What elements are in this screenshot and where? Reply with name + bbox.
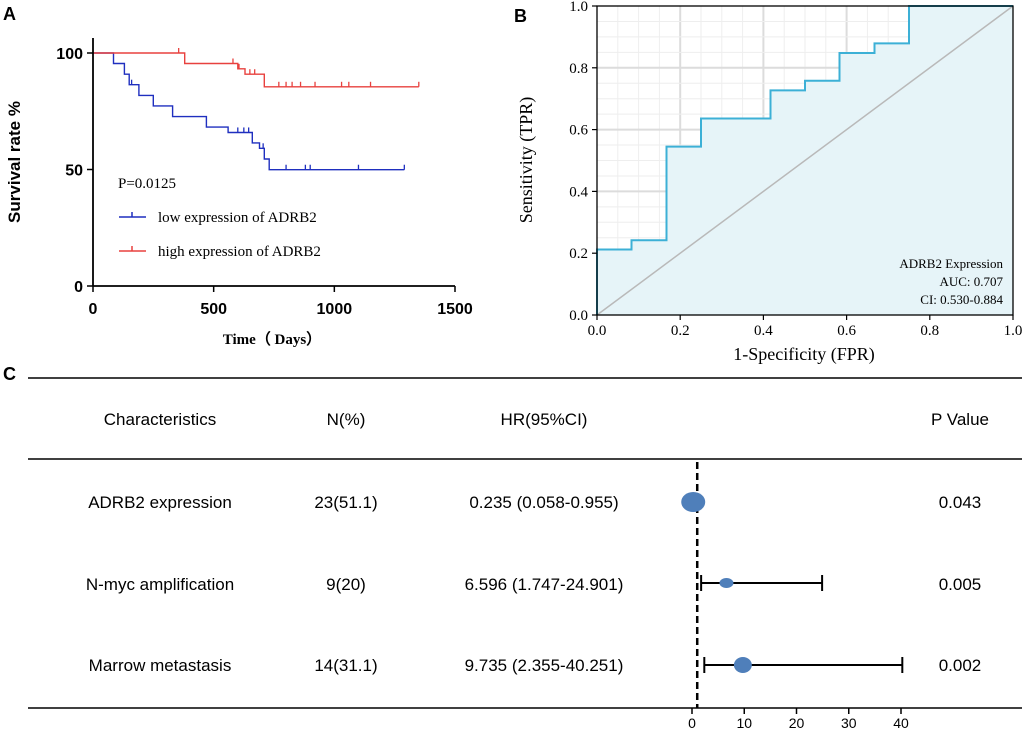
roc-x-tick-label: 1.0 [1004,323,1023,339]
forest-x-tick-label: 10 [736,715,752,731]
km-x-axis-label: Time（ Days） [223,330,321,348]
km-chart: 0 500 1000 1500 0 50 100 Time（ Days） Survival… [5,38,473,348]
roc-legend-auc: AUC: 0.707 [939,274,1003,289]
roc-series-layer [596,5,1014,316]
roc-y-tick-label: 0.2 [569,246,588,262]
km-x-tick-label: 0 [89,301,98,318]
forest-x-ticks: 0 10 20 30 40 [688,708,909,731]
km-curve-high [93,52,419,88]
km-x-tick-label: 1000 [317,301,353,318]
km-curve-low [93,52,405,171]
roc-curve [596,5,1013,315]
forest-cell-n: 23(51.1) [314,493,377,512]
km-legend-high-label: high expression of ADRB2 [158,244,321,260]
roc-legend-ci: CI: 0.530-0.884 [920,292,1003,307]
roc-frame [596,5,1014,316]
roc-x-tick-label: 0.2 [671,323,690,339]
forest-x-tick-label: 30 [841,715,857,731]
forest-cell-n: 14(31.1) [314,656,377,675]
roc-y-tick-label: 0.0 [569,308,588,324]
km-y-ticks: 0 50 100 [56,46,93,296]
roc-x-axis-label: 1-Specificity (FPR) [733,344,875,365]
roc-y-tick-label: 0.6 [569,123,588,139]
forest-header-hr: HR(95%CI) [501,410,588,429]
roc-x-tick-label: 0.6 [837,323,856,339]
forest-cell-characteristic: Marrow metastasis [89,656,232,675]
km-p-value: P=0.0125 [118,176,176,192]
forest-x-tick-label: 20 [789,715,805,731]
forest-hr-marker [719,578,734,588]
roc-legend-title: ADRB2 Expression [899,256,1003,271]
panel-label-a: A [3,4,16,24]
forest-marks-layer [681,492,904,673]
forest-plot: Characteristics N(%) HR(95%CI) P Value A… [28,377,1022,731]
roc-x-tick-label: 0.8 [920,323,939,339]
forest-header-characteristics: Characteristics [104,410,216,429]
forest-hr-marker [733,657,752,673]
forest-cell-p: 0.005 [939,575,982,594]
forest-x-tick-label: 40 [893,715,909,731]
roc-x-tick-label: 0.4 [754,323,773,339]
km-series-layer [93,48,420,171]
km-y-tick-label: 100 [56,46,83,63]
forest-cell-characteristic: ADRB2 expression [88,493,232,512]
panel-label-b: B [514,6,527,26]
km-legend-low-label: low expression of ADRB2 [158,210,317,226]
forest-cell-p: 0.002 [939,656,982,675]
km-y-tick-label: 0 [74,279,83,296]
roc-y-ticks: 0.0 0.2 0.4 0.6 0.8 1.0 [569,0,597,324]
forest-x-tick-label: 0 [688,715,696,731]
forest-cell-hr: 0.235 (0.058-0.955) [469,493,618,512]
forest-cell-hr: 9.735 (2.355-40.251) [465,656,624,675]
km-x-ticks: 0 500 1000 1500 [89,286,473,318]
km-x-tick-label: 1500 [437,301,473,318]
roc-reference-diagonal [596,5,1014,316]
roc-y-axis-label: Sensitivity (TPR) [516,97,537,224]
panel-label-c: C [3,364,16,384]
km-x-tick-label: 500 [200,301,227,318]
km-legend: low expression of ADRB2 high expression … [119,210,321,260]
forest-row: N-myc amplification 9(20) 6.596 (1.747-2… [86,575,981,594]
roc-y-tick-label: 1.0 [569,0,588,15]
forest-row: ADRB2 expression 23(51.1) 0.235 (0.058-0… [88,493,981,512]
roc-x-tick-label: 0.0 [588,323,607,339]
roc-y-tick-label: 0.4 [569,184,588,200]
forest-hr-marker [681,492,706,512]
km-y-axis-label: Survival rate % [5,101,24,223]
forest-header-n: N(%) [327,410,366,429]
forest-header-p: P Value [931,410,989,429]
forest-row: Marrow metastasis 14(31.1) 9.735 (2.355-… [89,656,982,675]
forest-cell-characteristic: N-myc amplification [86,575,234,594]
roc-y-tick-label: 0.8 [569,61,588,77]
forest-cell-n: 9(20) [326,575,366,594]
roc-chart: 0.0 0.2 0.4 0.6 0.8 1.0 0.0 0.2 0.4 0.6 0.8 1.0 1-… [516,0,1022,365]
forest-cell-hr: 6.596 (1.747-24.901) [465,575,624,594]
km-y-tick-label: 50 [65,163,83,180]
forest-cell-p: 0.043 [939,493,982,512]
roc-x-ticks: 0.0 0.2 0.4 0.6 0.8 1.0 [588,315,1023,339]
